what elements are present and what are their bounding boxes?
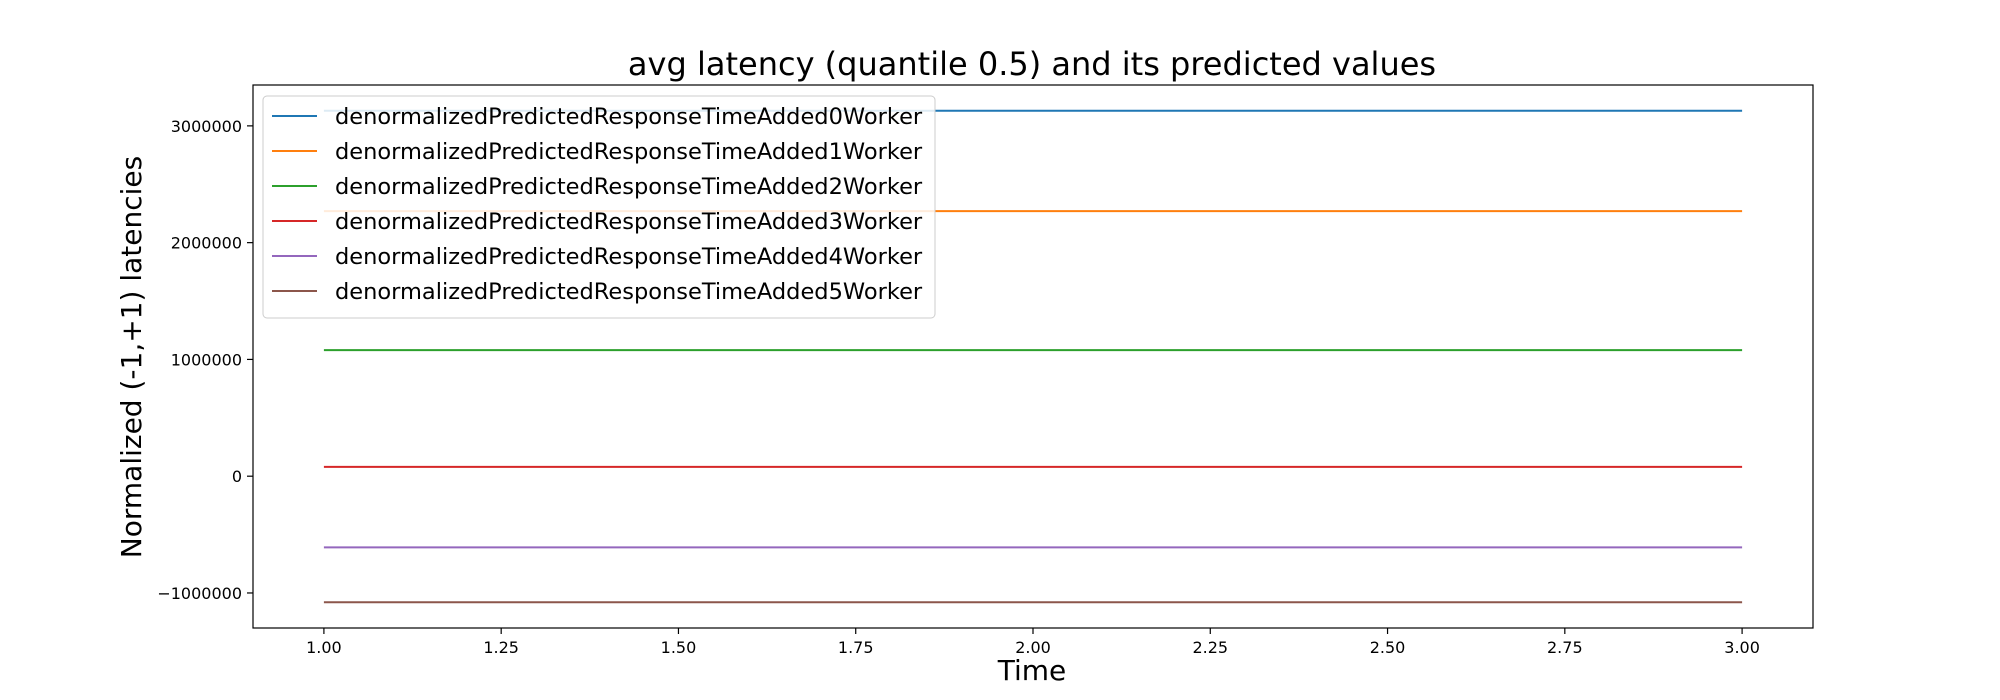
y-tick-label: 0 (232, 467, 242, 486)
y-axis: −1000000 0 1000000 2000000 3000000 (157, 117, 253, 603)
x-axis: 1.00 1.25 1.50 1.75 2.00 2.25 2.50 2.75 3.00 (306, 628, 1760, 657)
x-tick-label: 2.25 (1192, 638, 1228, 657)
x-tick-label: 2.75 (1547, 638, 1583, 657)
legend-label-4: denormalizedPredictedResponseTimeAdded4W… (335, 244, 923, 270)
x-tick-label: 2.50 (1370, 638, 1406, 657)
x-axis-label: Time (997, 654, 1067, 687)
x-tick-label: 1.25 (483, 638, 519, 657)
legend-label-3: denormalizedPredictedResponseTimeAdded3W… (335, 209, 923, 235)
x-tick-label: 2.00 (1015, 638, 1051, 657)
chart-title: avg latency (quantile 0.5) and its predi… (628, 45, 1436, 83)
x-tick-label: 3.00 (1724, 638, 1760, 657)
x-tick-label: 1.75 (838, 638, 874, 657)
y-tick-label: 3000000 (171, 117, 242, 136)
x-tick-label: 1.50 (661, 638, 697, 657)
x-tick-label: 1.00 (306, 638, 342, 657)
legend-label-1: denormalizedPredictedResponseTimeAdded1W… (335, 139, 923, 165)
legend-label-0: denormalizedPredictedResponseTimeAdded0W… (335, 104, 923, 130)
legend: denormalizedPredictedResponseTimeAdded0W… (262, 95, 936, 319)
y-tick-label: 1000000 (171, 350, 242, 369)
y-tick-label: −1000000 (157, 584, 242, 603)
legend-box (262, 95, 936, 319)
y-axis-label: Normalized (-1,+1) latencies (115, 156, 148, 558)
y-tick-label: 2000000 (171, 234, 242, 253)
legend-label-2: denormalizedPredictedResponseTimeAdded2W… (335, 174, 923, 200)
legend-label-5: denormalizedPredictedResponseTimeAdded5W… (335, 279, 923, 305)
